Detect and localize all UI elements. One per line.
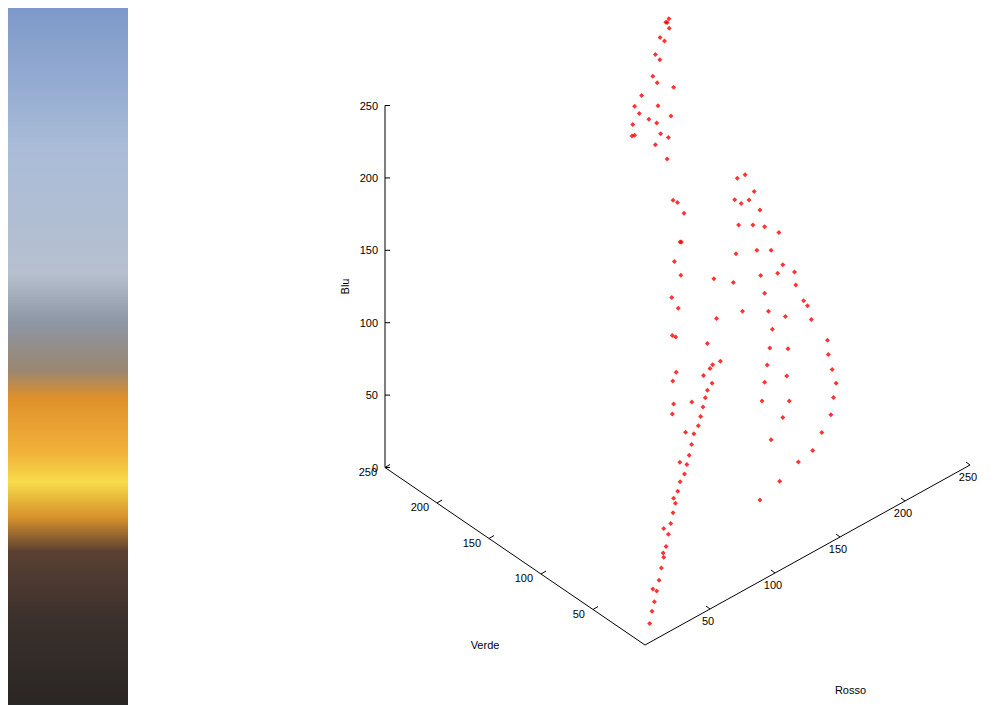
- svg-text:200: 200: [894, 507, 912, 519]
- svg-text:200: 200: [360, 172, 378, 184]
- svg-text:100: 100: [764, 579, 782, 591]
- svg-text:150: 150: [463, 537, 481, 549]
- svg-text:50: 50: [366, 389, 378, 401]
- svg-text:50: 50: [573, 608, 585, 620]
- svg-text:Verde: Verde: [471, 639, 500, 651]
- svg-text:0: 0: [372, 462, 378, 474]
- svg-text:250: 250: [358, 465, 377, 478]
- svg-text:Blu: Blu: [339, 279, 351, 295]
- svg-text:Rosso: Rosso: [835, 684, 866, 696]
- svg-text:250: 250: [360, 100, 378, 112]
- svg-text:100: 100: [360, 317, 378, 329]
- svg-text:100: 100: [515, 572, 533, 584]
- svg-text:200: 200: [411, 501, 429, 513]
- svg-text:150: 150: [829, 543, 847, 555]
- svg-text:150: 150: [360, 244, 378, 256]
- svg-text:50: 50: [702, 615, 714, 627]
- svg-text:250: 250: [959, 471, 977, 483]
